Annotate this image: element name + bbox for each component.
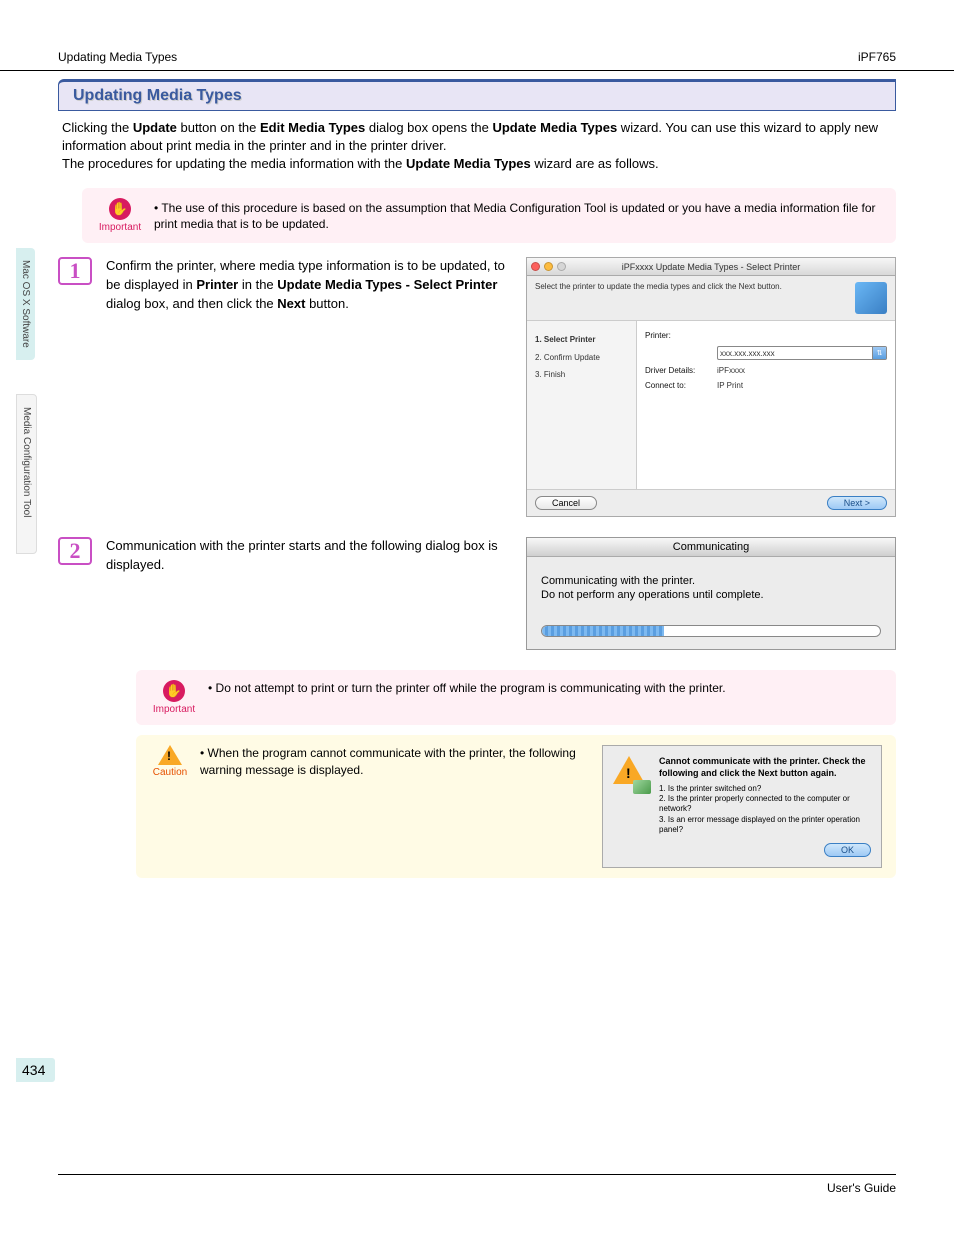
dialog-instruction: Select the printer to update the media t… (535, 282, 782, 291)
page-footer: User's Guide (58, 1174, 896, 1195)
step-1-text: Confirm the printer, where media type in… (106, 257, 510, 517)
error-item-2: 2. Is the printer properly connected to … (659, 794, 871, 815)
section-heading: Updating Media Types (58, 79, 896, 111)
important-text-2: Do not attempt to print or turn the prin… (208, 680, 882, 697)
page-header: Updating Media Types iPF765 (0, 0, 954, 71)
driver-label: Driver Details: (645, 366, 717, 375)
communicating-line2: Do not perform any operations until comp… (541, 589, 881, 601)
dialog-titlebar: iPFxxxx Update Media Types - Select Prin… (527, 258, 895, 276)
header-left: Updating Media Types (58, 50, 177, 64)
select-printer-dialog: iPFxxxx Update Media Types - Select Prin… (526, 257, 896, 517)
step-2-text: Communication with the printer starts an… (106, 537, 510, 650)
caution-label: Caution (153, 767, 187, 778)
driver-value: iPFxxxx (717, 366, 745, 375)
hand-icon: ✋ (163, 680, 185, 702)
printer-dropdown[interactable]: xxx.xxx.xxx.xxx ⇅ (717, 346, 887, 360)
hand-icon: ✋ (109, 198, 131, 220)
connect-value: IP Print (717, 381, 743, 390)
error-title: Cannot communicate with the printer. Che… (659, 756, 871, 779)
next-button[interactable]: Next > (827, 496, 887, 510)
communicating-line1: Communicating with the printer. (541, 575, 881, 587)
page-number: 434 (16, 1058, 55, 1082)
media-cube-icon (855, 282, 887, 314)
caution-icon (158, 745, 182, 765)
dialog-title: iPFxxxx Update Media Types - Select Prin… (527, 262, 895, 272)
step-1: 1 Confirm the printer, where media type … (58, 257, 896, 517)
error-item-1: 1. Is the printer switched on? (659, 784, 871, 794)
important-text: The use of this procedure is based on th… (154, 198, 882, 234)
printer-label: Printer: (645, 331, 717, 340)
caution-text: When the program cannot communicate with… (200, 745, 588, 779)
step-2: 2 Communication with the printer starts … (58, 537, 896, 650)
header-right: iPF765 (858, 50, 896, 64)
communicating-title: Communicating (527, 538, 895, 557)
wizard-step-3: 3. Finish (535, 366, 628, 384)
warning-printer-icon (613, 756, 649, 792)
wizard-step-2: 2. Confirm Update (535, 349, 628, 367)
step-number-2: 2 (58, 537, 92, 565)
important-note-1: ✋ Important The use of this procedure is… (82, 188, 896, 244)
intro-text: Clicking the Update button on the Edit M… (58, 119, 896, 174)
important-label: Important (99, 222, 141, 233)
error-item-3: 3. Is an error message displayed on the … (659, 815, 871, 836)
step-number-1: 1 (58, 257, 92, 285)
ok-button[interactable]: OK (824, 843, 871, 857)
important-label: Important (153, 704, 195, 715)
important-note-2: ✋ Important Do not attempt to print or t… (136, 670, 896, 725)
dropdown-arrow-icon[interactable]: ⇅ (872, 347, 886, 359)
communicating-dialog: Communicating Communicating with the pri… (526, 537, 896, 650)
connect-label: Connect to: (645, 381, 717, 390)
cancel-button[interactable]: Cancel (535, 496, 597, 510)
caution-note: Caution When the program cannot communic… (136, 735, 896, 878)
progress-fill (542, 626, 664, 636)
wizard-step-1: 1. Select Printer (535, 331, 628, 349)
progress-bar (541, 625, 881, 637)
wizard-steps-sidebar: 1. Select Printer 2. Confirm Update 3. F… (527, 321, 637, 489)
error-dialog: Cannot communicate with the printer. Che… (602, 745, 882, 868)
